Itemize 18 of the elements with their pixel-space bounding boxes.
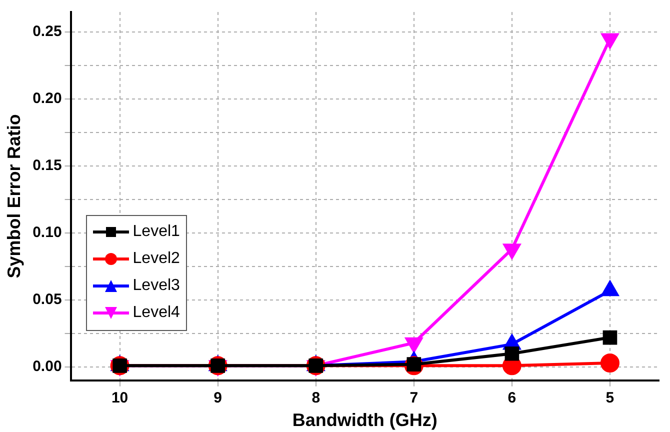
- y-tick-label: 0.20: [32, 90, 62, 108]
- y-tick-label: 0.25: [32, 23, 62, 40]
- y-tick-label: 0.05: [32, 291, 62, 308]
- x-tick-label: 5: [606, 390, 614, 407]
- legend-label: Level4: [132, 304, 180, 322]
- y-tick-label: 0.15: [32, 157, 62, 174]
- x-tick-label: 9: [214, 390, 222, 407]
- legend-label: Level1: [132, 223, 180, 242]
- x-axis-title: Bandwidth (GHz): [292, 410, 438, 430]
- x-tick-label: 8: [312, 390, 320, 407]
- text: 0.00: [32, 358, 62, 376]
- y-axis-title: Symbol Error Ratio: [4, 114, 24, 278]
- y-tick-label: 0.10: [32, 224, 62, 242]
- x-tick-label: 7: [410, 390, 418, 407]
- x-tick-label: 10: [111, 390, 128, 407]
- legend-label: Level3: [132, 277, 180, 296]
- legend-label: Level2: [132, 250, 180, 268]
- x-tick-label: 6: [508, 390, 516, 407]
